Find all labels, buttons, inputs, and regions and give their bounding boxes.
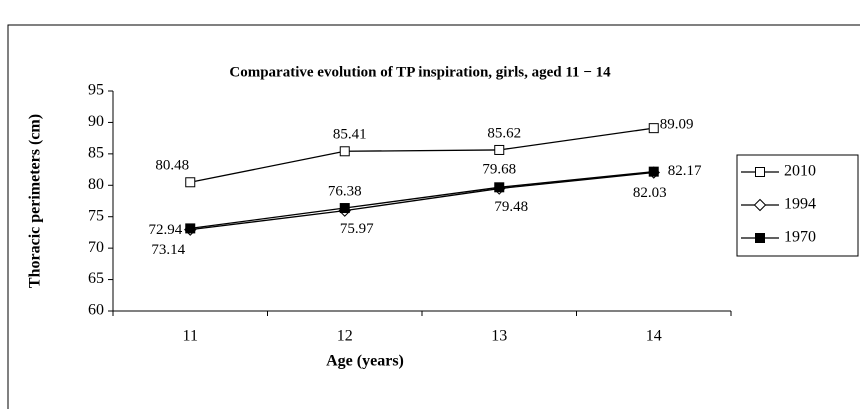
marker [339,146,350,157]
data-label: 80.48 [155,158,189,174]
series-line [190,127,654,183]
series-line [190,170,654,230]
marker [753,198,767,212]
y-tick-label: 95 [88,82,104,99]
x-tick-label: 12 [337,328,353,345]
series-line [190,171,654,231]
legend-box [736,154,859,257]
data-label: 79.68 [482,162,516,178]
y-tick-label: 85 [88,145,104,162]
marker [494,144,505,155]
data-label: 85.41 [333,127,367,143]
x-tick-label: 14 [646,328,662,345]
marker [185,223,196,234]
data-label: 75.97 [340,221,374,237]
marker [755,167,765,177]
data-label: 82.17 [668,163,702,179]
y-tick-label: 65 [88,270,104,287]
marker [755,233,765,243]
legend-label: 1994 [784,196,816,213]
data-label: 73.14 [151,242,185,258]
x-tick-label: 11 [183,328,198,345]
y-tick-label: 75 [88,207,104,224]
chart-title: Comparative evolution of TP inspiration,… [229,64,611,80]
y-axis-label: Thoracic perimeters (cm) [27,114,44,288]
data-label: 76.38 [328,183,362,199]
legend-label: 2010 [784,163,816,180]
data-label: 72.94 [149,222,183,238]
data-label: 79.48 [494,199,528,215]
frame [7,24,860,409]
data-label: 82.03 [633,185,667,201]
legend-label: 1970 [784,229,816,246]
marker [185,177,196,188]
data-label: 85.62 [487,125,521,141]
marker [648,166,659,177]
y-tick-label: 60 [88,302,104,319]
y-tick-label: 90 [88,113,104,130]
y-tick-label: 80 [88,176,104,193]
marker [339,203,350,214]
marker [494,182,505,193]
x-tick-label: 13 [491,328,507,345]
data-label: 89.09 [660,117,694,133]
marker [648,123,659,134]
x-axis-label: Age (years) [326,353,404,370]
y-tick-label: 70 [88,239,104,256]
